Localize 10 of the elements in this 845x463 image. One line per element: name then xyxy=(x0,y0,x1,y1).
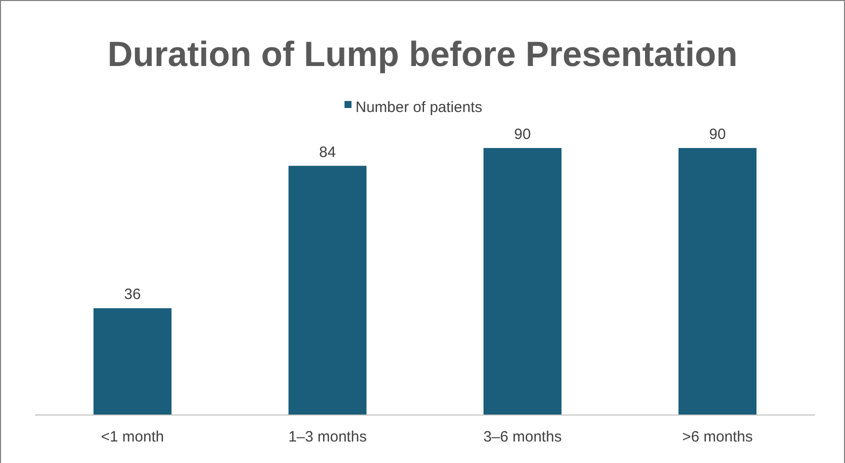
x-tick-label: <1 month xyxy=(101,428,164,446)
data-label: 36 xyxy=(124,286,141,304)
data-label: 84 xyxy=(319,144,336,161)
data-label: 90 xyxy=(514,126,531,144)
x-tick-label: >6 months xyxy=(682,428,753,446)
chart-title: Duration of Lump before Presentation xyxy=(107,35,738,74)
x-tick-label: 1–3 months xyxy=(288,428,367,446)
x-tick-label: 3–6 months xyxy=(483,428,562,446)
legend-label: Number of patients xyxy=(356,98,482,116)
data-label: 90 xyxy=(709,126,726,144)
